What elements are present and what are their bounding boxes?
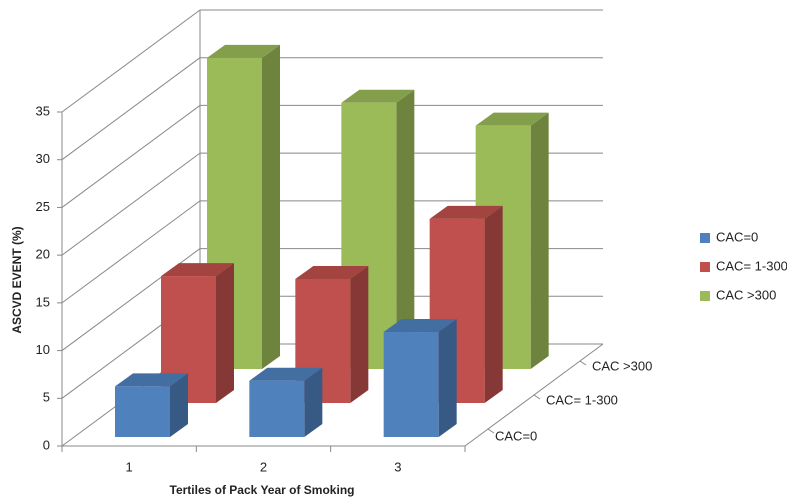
y-tick-label: 15 [36, 294, 50, 309]
y-tick-label: 30 [36, 151, 50, 166]
bar-side [304, 367, 323, 437]
y-tick-label: 20 [36, 247, 50, 262]
x-tick-label: 3 [394, 459, 401, 474]
bar-side [438, 319, 457, 437]
depth-tick-label: CAC >300 [592, 358, 652, 373]
bar-top [429, 205, 503, 219]
bar-top [115, 373, 188, 387]
grid-line [61, 57, 201, 161]
bar [115, 386, 170, 437]
tick-mark [487, 428, 495, 434]
legend-label: CAC= 1-300 [716, 258, 787, 273]
bar-top [295, 265, 369, 279]
bar-top [383, 319, 457, 333]
y-tick-label: 25 [36, 199, 50, 214]
x-tick-label: 2 [260, 459, 267, 474]
bar-side [262, 44, 280, 369]
y-tick-label: 35 [36, 103, 50, 118]
x-tick-label: 1 [126, 459, 133, 474]
legend-label: CAC=0 [716, 229, 758, 244]
legend-swatch [700, 233, 710, 243]
grid-line [61, 152, 201, 256]
bar-side [484, 205, 503, 403]
bar-side [170, 373, 188, 437]
grid-line [61, 9, 201, 113]
bar-side [396, 89, 415, 370]
bar-top [207, 44, 280, 58]
y-tick-label: 10 [36, 342, 50, 357]
tick-mark [579, 360, 587, 366]
bar-top [341, 89, 415, 103]
grid-line [61, 105, 201, 208]
depth-tick-label: CAC= 1-300 [546, 392, 618, 407]
depth-tick-label: CAC=0 [495, 428, 537, 443]
legend-label: CAC >300 [716, 287, 776, 302]
grid-line [61, 200, 201, 304]
y-tick-label: 5 [43, 390, 50, 405]
y-tick-label: 0 [43, 437, 50, 452]
bar-side [350, 265, 369, 403]
tick-mark [533, 394, 541, 400]
x-axis-title: Tertiles of Pack Year of Smoking [170, 483, 355, 497]
bar-top [475, 112, 549, 126]
bar [249, 380, 305, 437]
y-axis-title: ASCVD EVENT (%) [10, 226, 24, 333]
legend-swatch [700, 291, 710, 301]
bar-top [161, 263, 234, 277]
bar [383, 332, 439, 437]
bar-side [216, 263, 234, 403]
bar-top [249, 367, 323, 381]
bar-side [530, 112, 549, 370]
legend-swatch [700, 262, 710, 272]
